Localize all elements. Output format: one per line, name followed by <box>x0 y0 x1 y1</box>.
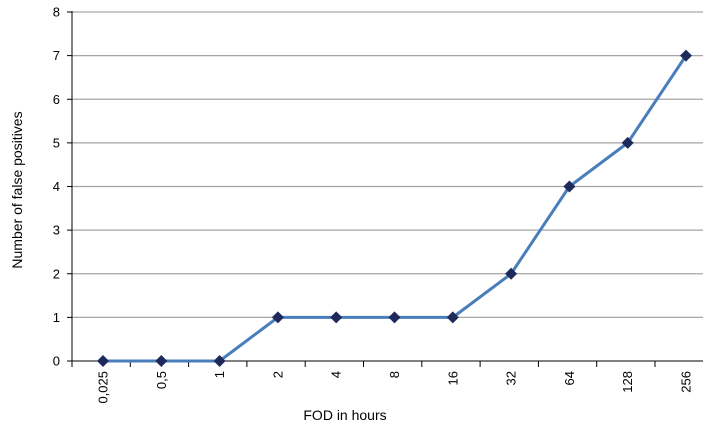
x-tick-label-8: 64 <box>562 371 577 385</box>
x-tick-label-5: 8 <box>387 371 402 378</box>
x-tick-label-0: 0,025 <box>96 371 111 404</box>
data-point-0-0 <box>97 355 109 367</box>
x-axis-label: FOD in hours <box>303 407 386 423</box>
x-tick-label-7: 32 <box>504 371 519 385</box>
data-point-0-8 <box>563 180 576 193</box>
data-point-0-3 <box>271 311 284 324</box>
x-tick-label-3: 2 <box>270 371 285 378</box>
x-tick-label-2: 1 <box>212 371 227 378</box>
data-point-0-1 <box>155 355 168 367</box>
data-point-0-9 <box>621 136 634 149</box>
x-tick-label-10: 256 <box>679 371 694 393</box>
x-tick-labels: 0,025 0,5 1 2 4 8 16 32 64 128 256 <box>96 371 694 404</box>
data-point-0-2 <box>213 355 226 367</box>
y-tick-labels: 0 1 2 3 4 5 6 7 8 <box>53 5 60 369</box>
axes <box>67 11 703 367</box>
y-axis-label: Number of false positives <box>9 111 25 268</box>
y-tick-label-7: 7 <box>53 48 60 63</box>
y-tick-label-4: 4 <box>53 179 60 194</box>
x-tick-label-1: 0,5 <box>154 371 169 389</box>
gridlines <box>72 11 703 318</box>
x-tick-label-4: 4 <box>329 371 344 378</box>
data-point-0-6 <box>446 311 459 324</box>
y-tick-label-6: 6 <box>53 92 60 107</box>
x-tick-label-6: 16 <box>445 371 460 385</box>
y-tick-label-3: 3 <box>53 223 60 238</box>
y-tick-label-8: 8 <box>53 5 60 20</box>
y-tick-label-0: 0 <box>53 354 60 369</box>
y-tick-label-5: 5 <box>53 135 60 150</box>
data-point-0-7 <box>505 267 518 280</box>
data-point-0-10 <box>680 49 692 62</box>
series-group <box>97 49 692 367</box>
y-tick-label-2: 2 <box>53 266 60 281</box>
data-point-0-4 <box>330 311 343 324</box>
data-point-0-5 <box>388 311 401 324</box>
y-tick-label-1: 1 <box>53 310 60 325</box>
x-tick-label-9: 128 <box>620 371 635 393</box>
